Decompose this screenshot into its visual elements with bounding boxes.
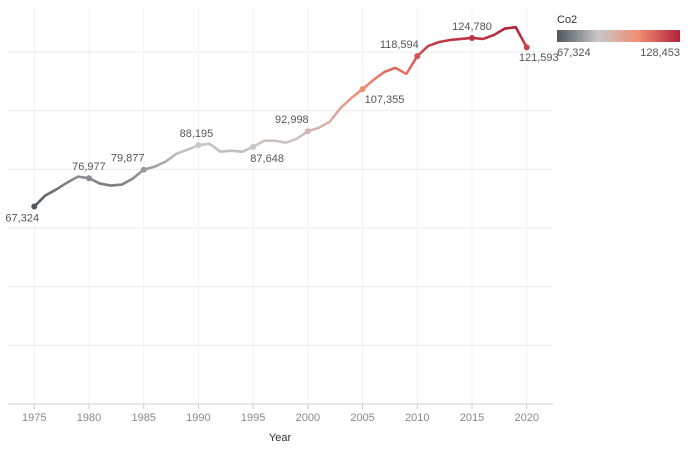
data-label: 88,195 xyxy=(180,128,214,140)
x-tick-label: 2010 xyxy=(405,412,429,424)
legend-gradient xyxy=(557,30,680,42)
x-tick-label: 1980 xyxy=(77,412,101,424)
data-label: 118,594 xyxy=(380,39,419,51)
data-point xyxy=(85,175,92,182)
x-tick-label: 1975 xyxy=(22,412,46,424)
data-point xyxy=(523,44,530,51)
legend-max-label: 128,453 xyxy=(640,47,680,59)
data-point xyxy=(31,203,38,210)
x-tick-label: 1985 xyxy=(131,412,155,424)
data-line xyxy=(33,25,528,208)
data-point xyxy=(195,142,202,149)
x-tick-label: 1995 xyxy=(241,412,265,424)
x-tick-label: 2015 xyxy=(460,412,484,424)
data-point xyxy=(359,86,366,93)
data-label: 87,648 xyxy=(250,153,284,165)
data-point xyxy=(250,143,257,150)
data-label: 124,780 xyxy=(452,21,492,33)
data-point xyxy=(469,34,476,41)
data-label: 107,355 xyxy=(365,94,405,106)
data-point xyxy=(414,53,421,60)
data-label: 67,324 xyxy=(5,212,39,224)
x-tick-label: 2005 xyxy=(350,412,374,424)
legend-min-label: 67,324 xyxy=(557,47,591,59)
x-axis-title: Year xyxy=(269,432,292,444)
data-label: 121,593 xyxy=(519,52,559,64)
x-tick-label: 2000 xyxy=(296,412,320,424)
data-point xyxy=(140,166,147,173)
data-point xyxy=(304,128,311,135)
data-label: 92,998 xyxy=(275,114,309,126)
data-label: 79,877 xyxy=(111,153,145,165)
data-label: 76,977 xyxy=(72,161,106,173)
legend-title: Co2 xyxy=(557,14,577,26)
x-tick-label: 1990 xyxy=(186,412,210,424)
x-tick-label: 2020 xyxy=(514,412,538,424)
